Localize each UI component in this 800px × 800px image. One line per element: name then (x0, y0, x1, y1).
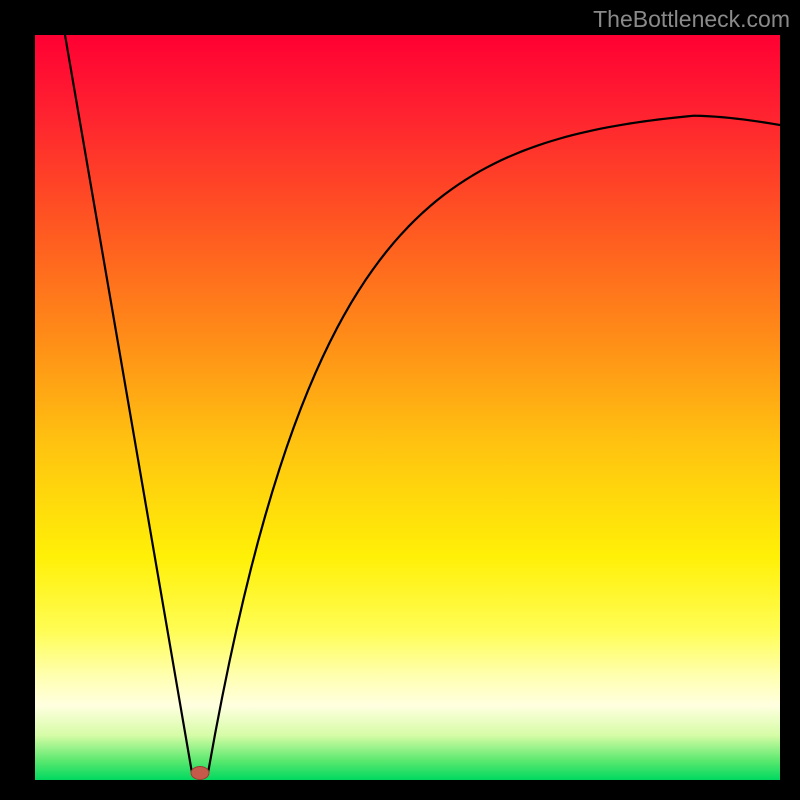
bottleneck-chart (0, 0, 800, 800)
chart-wrapper: TheBottleneck.com (0, 0, 800, 800)
optimum-marker (191, 767, 209, 780)
watermark-text: TheBottleneck.com (593, 6, 790, 33)
gradient-background (35, 35, 780, 780)
